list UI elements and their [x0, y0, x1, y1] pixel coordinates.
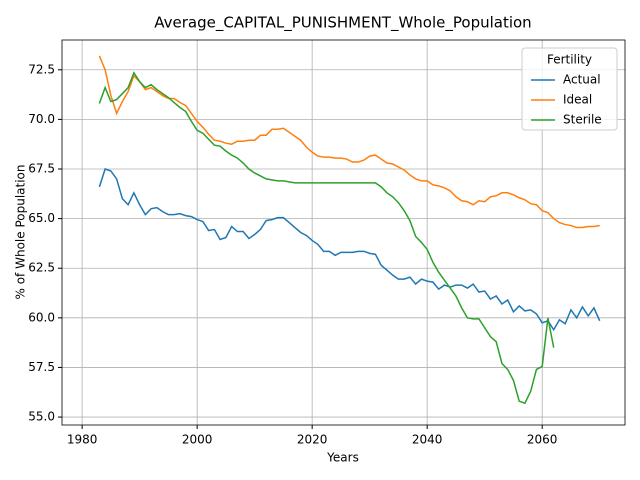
x-tick-label: 1980: [67, 433, 98, 447]
series-line: [98, 71, 555, 405]
x-tick-label: 2040: [412, 433, 443, 447]
chart-title: Average_CAPITAL_PUNISHMENT_Whole_Populat…: [154, 14, 531, 33]
y-axis-label: % of Whole Population: [14, 165, 28, 300]
x-axis-label: Years: [326, 451, 359, 465]
y-tick-label: 65.0: [28, 211, 55, 225]
y-tick-label: 57.5: [28, 360, 55, 374]
legend-title: Fertility: [547, 53, 592, 67]
y-tick-label: 70.0: [28, 112, 55, 126]
y-tick-label: 67.5: [28, 161, 55, 175]
y-tick-label: 55.0: [28, 410, 55, 424]
x-tick-label: 2020: [297, 433, 328, 447]
legend-label: Ideal: [563, 93, 592, 107]
series-line: [98, 168, 601, 332]
x-tick-label: 2060: [527, 433, 558, 447]
legend-label: Sterile: [563, 113, 602, 127]
y-tick-label: 72.5: [28, 62, 55, 76]
y-tick-label: 60.0: [28, 310, 55, 324]
x-tick-label: 2000: [182, 433, 213, 447]
legend-label: Actual: [563, 73, 601, 87]
y-tick-label: 62.5: [28, 261, 55, 275]
plot-frame: [61, 39, 626, 426]
legend-box: [521, 47, 618, 131]
series-line: [98, 55, 600, 229]
